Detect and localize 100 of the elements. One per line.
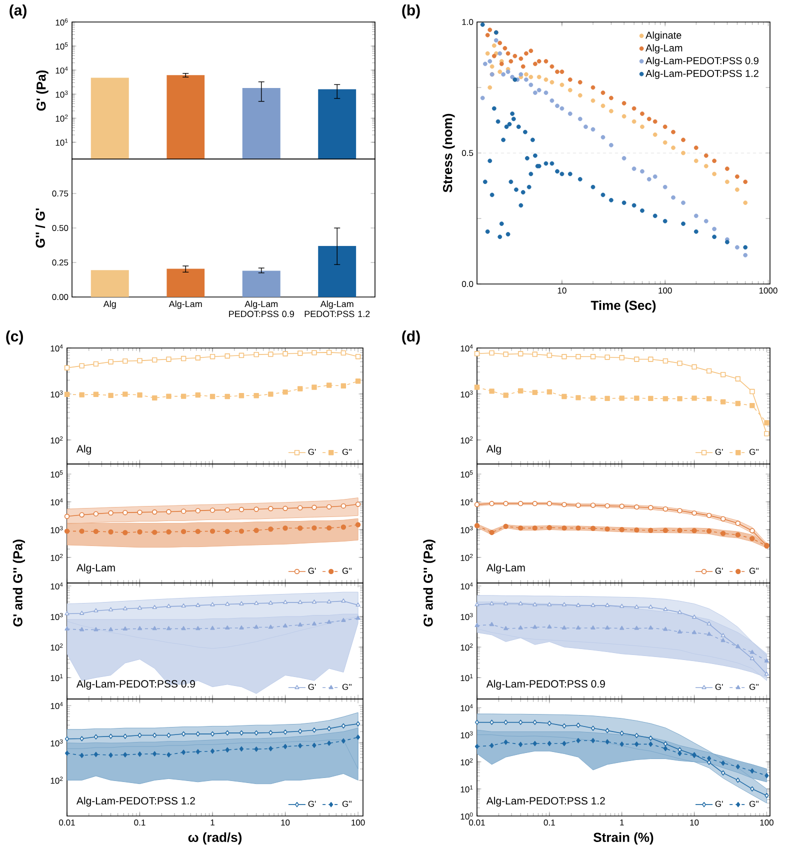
y-tick-label: 10$^{4}$ — [460, 582, 473, 590]
annotation: Alg — [76, 444, 91, 455]
x-tick-label: 0.01 — [59, 820, 75, 826]
legend-label: G'' — [750, 800, 759, 807]
y-tick-label: 10$^{3}$ — [460, 526, 473, 534]
y-tick-label: 10$^{5}$ — [460, 470, 473, 478]
y-tick-label: 10$^{4}$ — [50, 344, 63, 352]
y-tick-label: 10$^{1}$ — [460, 785, 473, 792]
y-tick-label: 10$^{5}$ — [50, 470, 63, 478]
legend-label: Alg-Lam-PEDOT:PSS 0.9 — [646, 56, 758, 66]
legend-label: G'' — [750, 568, 759, 574]
annotation: Alg-Lam-PEDOT:PSS 1.2 — [486, 796, 605, 807]
annotation: Alg-Lam — [76, 564, 115, 574]
legend-label: G' — [308, 568, 316, 574]
legend-label: G'' — [750, 684, 759, 690]
x-tick-label: Alg-Lam PEDOT:PSS 1.2 — [304, 300, 370, 318]
y-axis-title: G' and G'' (Pa) — [423, 540, 436, 626]
annotation: Alg-Lam — [486, 564, 525, 574]
y-tick-label: 10$^{3}$ — [460, 612, 473, 620]
x-axis-title: Time (Sec) — [590, 300, 656, 313]
chart-title: (a) — [10, 4, 26, 19]
annotation: Alg — [486, 444, 501, 455]
y-tick-label: 10$^{6}$ — [56, 18, 68, 26]
y-tick-label: 10$^{4}$ — [50, 582, 63, 590]
y-axis-title: G'' / G' — [35, 208, 46, 248]
legend-label: G' — [308, 800, 316, 807]
y-tick-label: 10$^{2}$ — [460, 644, 473, 651]
y-tick-label: 10$^{1}$ — [50, 674, 63, 682]
y-axis-title: G' and G'' (Pa) — [12, 540, 25, 626]
x-tick-label: Alg-Lam — [168, 300, 202, 309]
y-tick-label: 0.0 — [462, 280, 474, 287]
legend-label: Alginate — [646, 31, 682, 41]
annotation: Alg-Lam-PEDOT:PSS 1.2 — [76, 796, 195, 807]
y-tick-label: 10$^{4}$ — [460, 344, 473, 352]
legend-label: G' — [308, 448, 316, 455]
legend-label: Alg-Lam-PEDOT:PSS 1.2 — [646, 70, 758, 79]
y-tick-label: 0.5 — [462, 150, 474, 156]
x-tick-label: 1000 — [759, 288, 778, 294]
y-tick-label: 10$^{2}$ — [460, 758, 473, 766]
y-tick-label: 10$^{5}$ — [56, 42, 68, 50]
legend-label: G'' — [342, 684, 352, 690]
y-axis-title: G' (Pa) — [36, 70, 48, 111]
y-tick-label: 0.25 — [52, 259, 68, 266]
legend-label: G'' — [342, 568, 352, 574]
annotation: Alg-Lam-PEDOT:PSS 0.9 — [76, 680, 195, 690]
chart-title: (d) — [402, 330, 420, 345]
legend-label: G'' — [342, 800, 352, 807]
x-tick-label: 10 — [690, 820, 699, 826]
legend-label: G'' — [750, 448, 759, 455]
legend-label: Alg-Lam — [646, 44, 682, 54]
y-tick-label: 10$^{2}$ — [50, 554, 63, 561]
x-tick-label: 1 — [620, 820, 624, 826]
x-tick-label: Alg — [103, 300, 116, 309]
y-tick-label: 10$^{4}$ — [460, 704, 473, 712]
legend-label: G' — [715, 800, 723, 807]
y-tick-label: 10$^{4}$ — [56, 66, 68, 74]
y-tick-label: 10$^{0}$ — [460, 812, 473, 820]
y-tick-label: 10$^{2}$ — [460, 436, 473, 444]
y-tick-label: 10$^{1}$ — [460, 674, 473, 682]
y-tick-label: 10$^{2}$ — [460, 554, 473, 561]
chart-title: (c) — [6, 330, 23, 345]
y-tick-label: 10$^{2}$ — [50, 644, 63, 651]
annotation: Alg-Lam-PEDOT:PSS 0.9 — [486, 680, 605, 690]
x-axis-title: ω (rad/s) — [188, 832, 242, 845]
y-tick-label: 0.00 — [52, 294, 68, 300]
legend-label: G' — [308, 684, 316, 690]
y-tick-label: 10$^{3}$ — [50, 390, 63, 398]
legend-label: G'' — [342, 448, 352, 455]
chart-title: (b) — [402, 4, 420, 19]
x-tick-label: 100 — [760, 820, 774, 826]
x-tick-label: 10 — [281, 820, 290, 826]
y-tick-label: 10$^{3}$ — [50, 526, 63, 534]
y-tick-label: 0.75 — [52, 190, 68, 197]
y-tick-label: 0.50 — [52, 224, 68, 232]
y-tick-label: 10$^{3}$ — [56, 90, 68, 98]
y-tick-label: 10$^{2}$ — [56, 114, 68, 122]
y-axis-title: Stress (nom) — [442, 114, 455, 192]
x-tick-label: 0.1 — [134, 820, 146, 826]
y-tick-label: 10$^{1}$ — [56, 138, 68, 146]
y-tick-label: 10$^{3}$ — [50, 739, 63, 746]
legend-label: G' — [715, 684, 723, 690]
y-tick-label: 10$^{3}$ — [50, 612, 63, 620]
y-tick-label: 1.0 — [462, 19, 474, 26]
x-tick-label: 1 — [210, 820, 214, 826]
x-tick-label: 0.01 — [469, 820, 485, 826]
y-tick-label: 10$^{4}$ — [460, 498, 473, 506]
x-tick-label: Alg-Lam PEDOT:PSS 0.9 — [229, 300, 294, 318]
x-tick-label: 100 — [352, 820, 365, 826]
x-tick-label: 10 — [558, 288, 566, 294]
y-tick-label: 10$^{4}$ — [50, 498, 63, 506]
legend-label: G' — [715, 448, 723, 455]
x-tick-label: 100 — [658, 288, 672, 294]
legend-label: G' — [715, 568, 723, 574]
y-tick-label: 10$^{3}$ — [460, 390, 473, 398]
y-tick-label: 10$^{2}$ — [50, 436, 63, 444]
x-tick-label: 0.1 — [544, 820, 555, 826]
y-tick-label: 10$^{4}$ — [50, 702, 63, 710]
y-tick-label: 10$^{2}$ — [50, 776, 63, 784]
y-tick-label: 10$^{3}$ — [460, 731, 473, 738]
x-axis-title: Strain (%) — [594, 832, 654, 845]
